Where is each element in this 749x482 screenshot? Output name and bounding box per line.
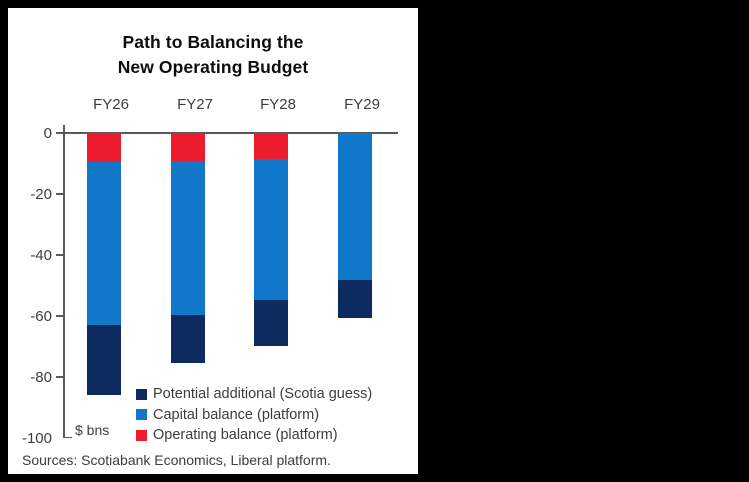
y-tick-label-minus100: -100 (21, 430, 52, 447)
y-axis-foot-tick (63, 436, 72, 439)
y-tick-label-minus40: -40 (30, 247, 52, 264)
chart-sources-note: Sources: Scotiabank Economics, Liberal p… (22, 452, 331, 468)
legend-swatch-operating-balance (136, 429, 147, 441)
category-label-fy28: FY28 (260, 96, 296, 113)
y-tick-label-minus60: -60 (30, 308, 52, 325)
category-label-fy27: FY27 (177, 96, 213, 113)
y-tick-minus60 (56, 315, 64, 317)
category-label-fy26: FY26 (93, 96, 129, 113)
legend-swatch-capital-balance (136, 409, 147, 421)
legend-label-potential-additional: Potential additional (Scotia guess) (153, 386, 373, 403)
zero-baseline (63, 132, 398, 134)
chart-title: Path to Balancing the New Operating Budg… (8, 30, 418, 80)
legend-label-capital-balance: Capital balance (platform) (153, 406, 320, 423)
bar-fy28-segment-capital (254, 159, 288, 300)
bar-fy29-segment-potential (338, 280, 372, 318)
bar-fy29-segment-capital (338, 133, 372, 280)
legend-label-operating-balance: Operating balance (platform) (153, 427, 338, 444)
bar-fy26-segment-capital (87, 162, 121, 325)
legend-swatch-potential-additional (136, 388, 147, 400)
chart-title-line-2: New Operating Budget (117, 57, 309, 77)
y-tick-label-minus20: -20 (30, 186, 52, 203)
y-tick-minus40 (56, 254, 64, 256)
bar-fy27-segment-capital (171, 161, 205, 315)
legend-item-capital-balance[interactable]: Capital balance (platform) (136, 405, 404, 426)
y-axis-units-label: $ bns (75, 422, 110, 438)
bar-fy26-segment-potential (87, 325, 121, 395)
y-tick-label-0: 0 (43, 125, 52, 142)
y-tick-label-minus80: -80 (30, 369, 52, 386)
category-label-fy29: FY29 (344, 96, 380, 113)
legend-item-operating-balance[interactable]: Operating balance (platform) (136, 425, 404, 446)
y-tick-minus20 (56, 193, 64, 195)
y-axis-line (63, 125, 65, 438)
category-axis-labels: FY26 FY27 FY28 FY29 (64, 96, 400, 116)
y-tick-minus80 (56, 376, 64, 378)
chart-title-line-1: Path to Balancing the (122, 32, 304, 52)
bar-fy28-segment-operating (254, 133, 288, 159)
chart-panel: Path to Balancing the New Operating Budg… (8, 8, 418, 474)
bar-fy28-segment-potential (254, 300, 288, 346)
legend-item-potential-additional[interactable]: Potential additional (Scotia guess) (136, 384, 404, 405)
chart-legend: Potential additional (Scotia guess) Capi… (136, 384, 404, 446)
bar-fy27-segment-operating (171, 133, 205, 161)
bar-fy26-segment-operating (87, 133, 121, 162)
plot-area: 0 -20 -40 -60 -80 -100 $ bns (8, 8, 418, 474)
bar-fy27-segment-potential (171, 315, 205, 363)
y-tick-0 (56, 132, 64, 134)
